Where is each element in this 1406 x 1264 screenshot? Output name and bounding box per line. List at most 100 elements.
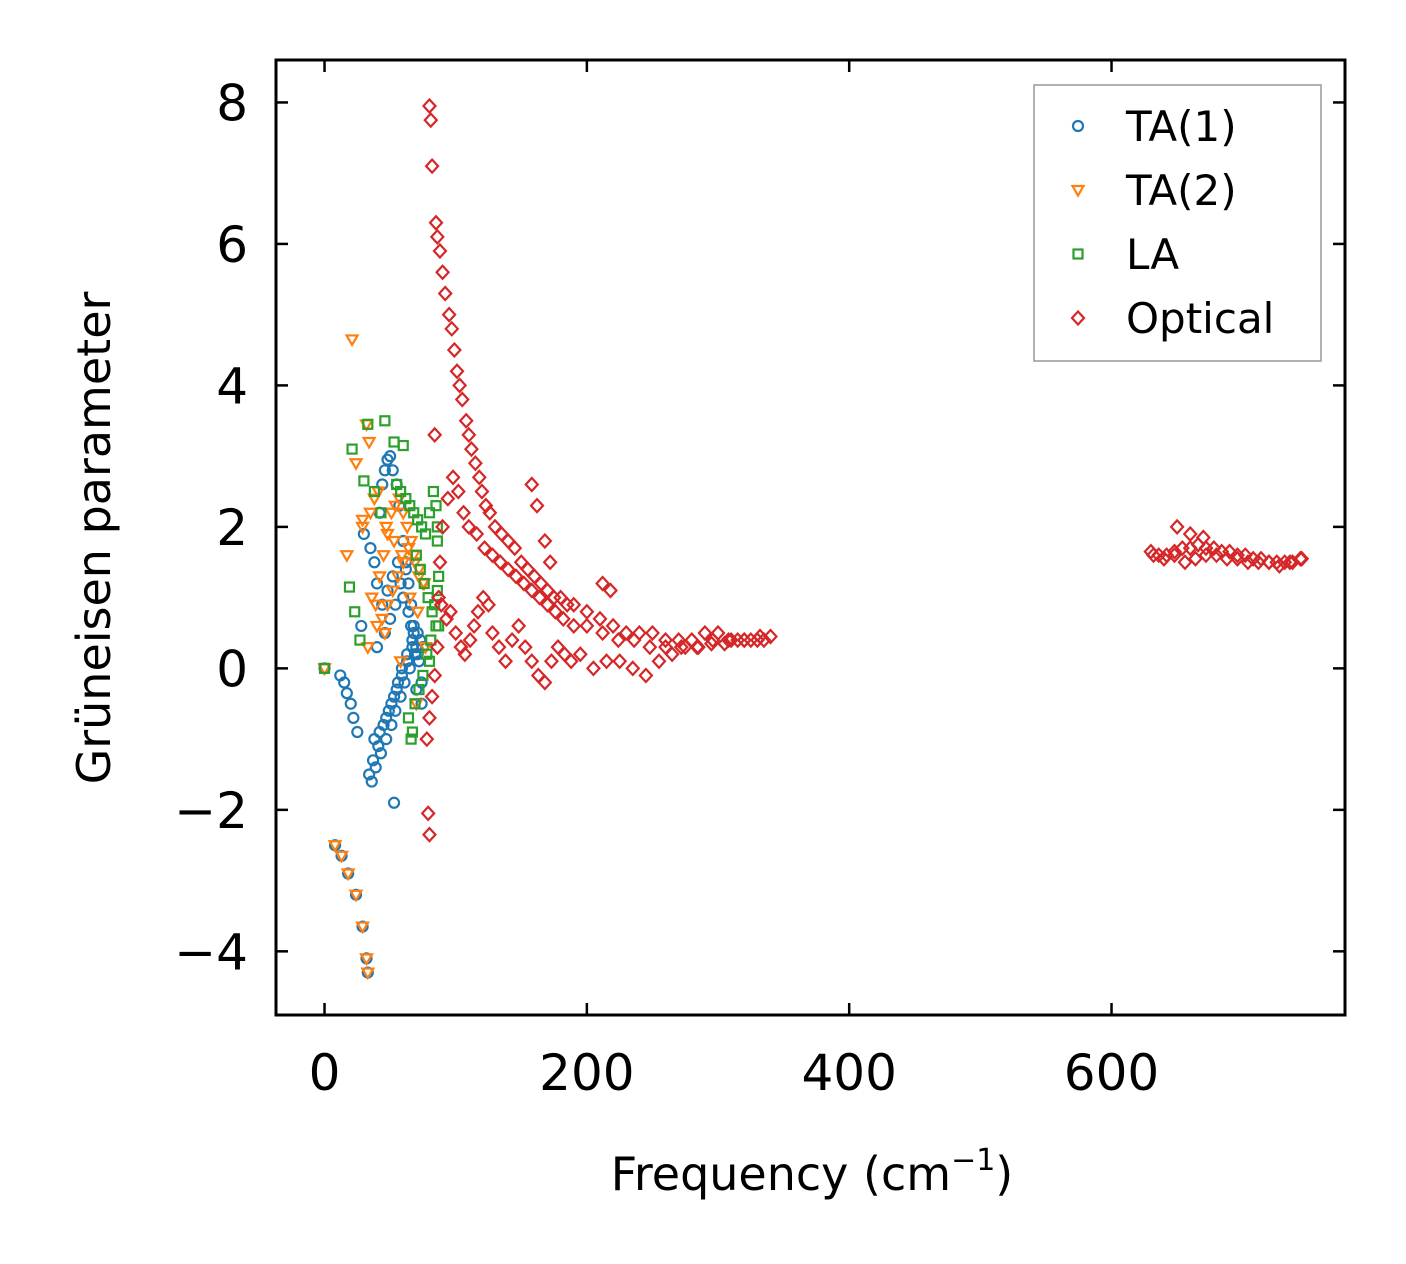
- data-point: [1237, 547, 1253, 564]
- data-point: [1177, 554, 1193, 571]
- data-point: [410, 549, 422, 561]
- data-point: [461, 518, 477, 536]
- data-point: [532, 589, 548, 606]
- data-point: [508, 568, 524, 585]
- data-point: [429, 228, 445, 245]
- data-point: [673, 639, 689, 656]
- data-point: [463, 440, 479, 458]
- data-point: [364, 592, 380, 606]
- data-point: [498, 653, 514, 670]
- y-tick-label: −2: [174, 782, 248, 840]
- y-tick-label: −4: [174, 923, 248, 981]
- data-point: [361, 436, 377, 450]
- legend-marker: [1072, 248, 1084, 260]
- data-point: [349, 606, 361, 618]
- data-point: [524, 582, 540, 599]
- data-point: [348, 889, 364, 903]
- data-point: [500, 561, 516, 578]
- data-point: [516, 575, 532, 592]
- data-point: [477, 539, 493, 557]
- data-point: [376, 550, 391, 563]
- data-point: [346, 443, 358, 455]
- data-point: [402, 712, 415, 724]
- series-ta-2-: [317, 334, 433, 981]
- data-point: [1169, 518, 1185, 536]
- data-point: [435, 264, 451, 281]
- data-point: [1195, 529, 1211, 546]
- data-point: [537, 674, 553, 691]
- data-point: [595, 575, 611, 592]
- data-point: [517, 639, 533, 656]
- data-point: [355, 921, 370, 935]
- data-point: [378, 464, 391, 477]
- data-point: [431, 535, 443, 547]
- y-tick-label: 8: [216, 74, 248, 132]
- data-point: [435, 518, 451, 536]
- data-point: [384, 507, 399, 521]
- data-point: [428, 214, 444, 231]
- data-point: [327, 840, 343, 853]
- data-point: [429, 639, 445, 656]
- data-point: [721, 631, 737, 649]
- data-point: [453, 639, 469, 656]
- legend-item: TA(1): [1071, 102, 1237, 151]
- data-point: [374, 747, 388, 760]
- x-axis-label-superscript: −1: [951, 1143, 995, 1178]
- data-point: [413, 683, 425, 696]
- data-point: [421, 826, 437, 843]
- data-point: [360, 642, 376, 655]
- data-point: [390, 683, 403, 696]
- data-point: [563, 653, 579, 670]
- data-point: [343, 581, 356, 593]
- data-point: [372, 571, 388, 585]
- data-point: [752, 628, 768, 645]
- data-point: [418, 577, 430, 590]
- data-point: [395, 507, 411, 521]
- data-point: [480, 596, 496, 613]
- data-point: [385, 697, 398, 710]
- data-point: [354, 634, 366, 646]
- data-point: [423, 112, 439, 129]
- data-point: [537, 532, 553, 550]
- data-point: [474, 483, 490, 500]
- data-point: [421, 97, 437, 115]
- data-point: [375, 507, 387, 519]
- data-point: [1146, 547, 1161, 564]
- data-point: [566, 617, 582, 635]
- data-point: [401, 543, 416, 556]
- data-point: [585, 660, 601, 677]
- data-point: [398, 676, 411, 689]
- data-point: [340, 868, 356, 882]
- data-point: [431, 584, 443, 597]
- data-points: [317, 97, 1310, 981]
- data-point: [403, 535, 419, 549]
- data-point: [705, 631, 721, 649]
- data-point: [618, 624, 634, 642]
- data-point: [1219, 550, 1235, 567]
- data-point: [470, 603, 486, 620]
- data-point: [441, 306, 457, 323]
- data-point: [432, 554, 448, 571]
- data-point: [638, 667, 654, 684]
- data-point: [423, 507, 436, 519]
- data-point: [338, 676, 351, 689]
- data-point: [605, 617, 621, 635]
- data-point: [363, 507, 378, 521]
- data-point: [355, 514, 370, 528]
- data-point: [542, 554, 558, 571]
- data-point: [385, 585, 401, 599]
- data-point: [1292, 550, 1308, 567]
- data-point: [419, 730, 435, 748]
- x-tick-label: 0: [309, 1044, 341, 1102]
- data-point: [736, 631, 752, 649]
- data-point: [756, 631, 772, 649]
- data-point: [379, 415, 391, 427]
- data-point: [626, 631, 642, 649]
- data-point: [374, 613, 390, 627]
- data-point: [360, 967, 376, 981]
- data-point: [1222, 543, 1238, 560]
- data-point: [1182, 525, 1198, 543]
- data-point: [410, 606, 426, 620]
- legend-marker: [1070, 184, 1086, 198]
